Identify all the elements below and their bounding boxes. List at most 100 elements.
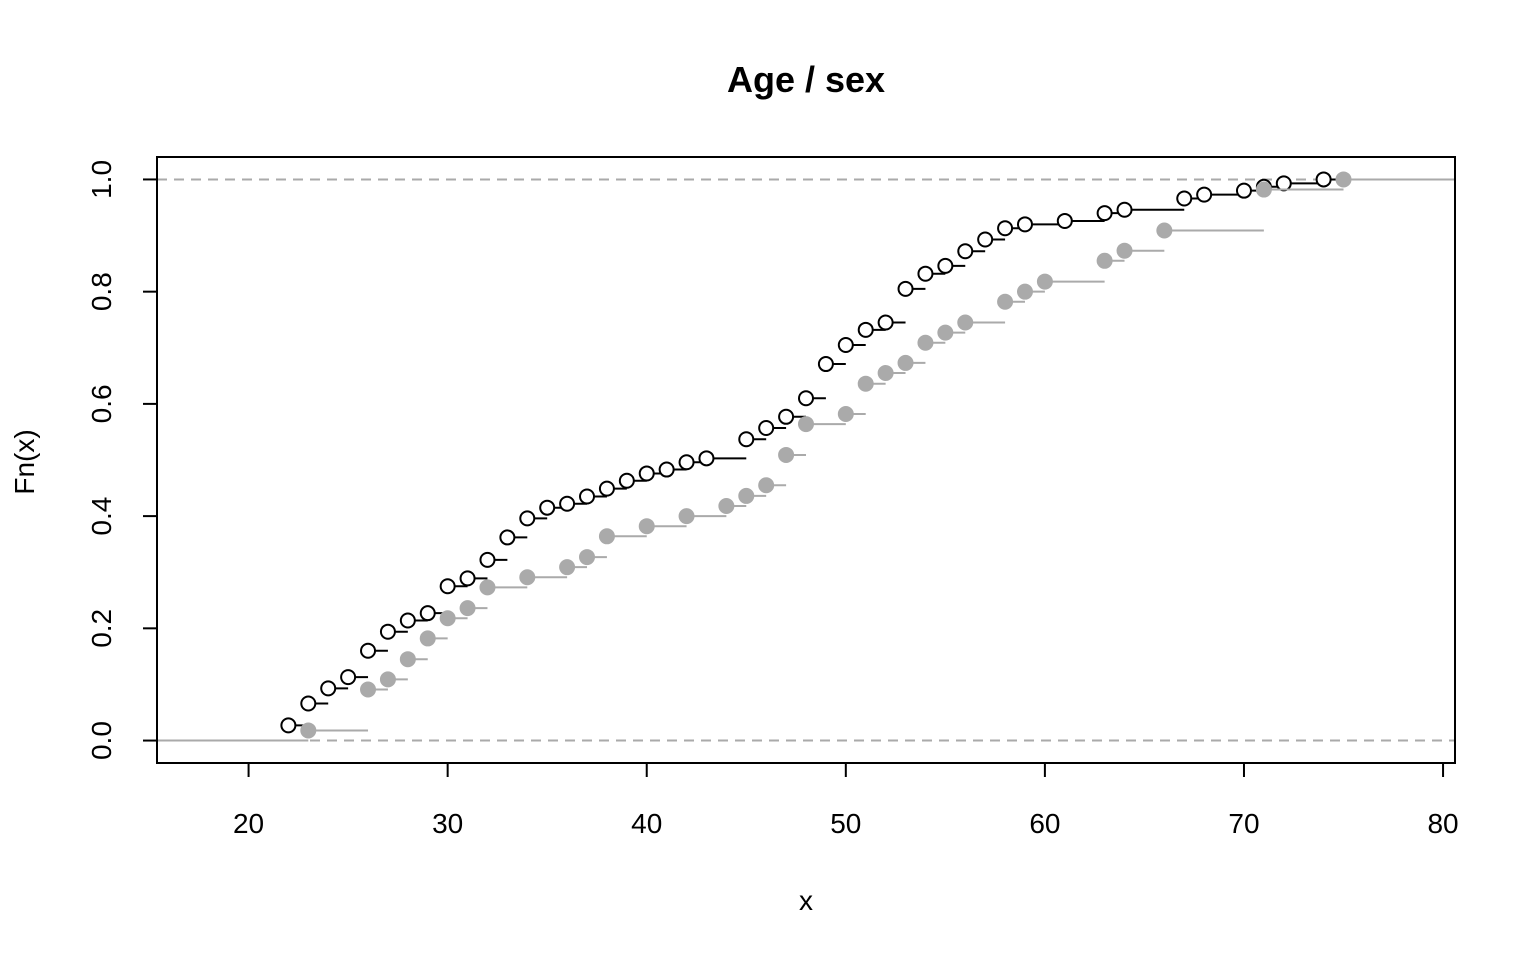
data-point bbox=[877, 314, 894, 331]
data-point bbox=[618, 472, 635, 489]
y-axis: 0.0 0.2 0.4 0.6 0.8 1.0 bbox=[86, 160, 158, 760]
plot-layer bbox=[157, 171, 1455, 742]
data-point bbox=[917, 334, 934, 351]
y-tick-label: 0.8 bbox=[86, 272, 117, 311]
data-point bbox=[1315, 171, 1332, 188]
data-point bbox=[957, 243, 974, 260]
x-axis-label: x bbox=[799, 885, 813, 916]
data-point bbox=[1116, 201, 1133, 218]
data-point bbox=[997, 293, 1014, 310]
data-point bbox=[379, 671, 396, 688]
data-point bbox=[778, 408, 795, 425]
data-point bbox=[519, 569, 536, 586]
data-point bbox=[778, 446, 795, 463]
data-point bbox=[1036, 273, 1053, 290]
y-tick-label: 0.4 bbox=[86, 497, 117, 536]
data-point bbox=[559, 495, 576, 512]
data-point bbox=[857, 321, 874, 338]
series-1 bbox=[157, 171, 1455, 742]
data-point bbox=[479, 579, 496, 596]
data-point bbox=[638, 518, 655, 535]
plot-area bbox=[157, 171, 1455, 742]
data-point bbox=[917, 265, 934, 282]
data-point bbox=[360, 642, 377, 659]
y-tick-label: 0.6 bbox=[86, 384, 117, 423]
data-point bbox=[877, 365, 894, 382]
data-point bbox=[678, 454, 695, 471]
data-point bbox=[997, 220, 1014, 237]
data-point bbox=[399, 612, 416, 629]
x-tick-label: 50 bbox=[830, 808, 861, 839]
x-tick-label: 60 bbox=[1029, 808, 1060, 839]
data-point bbox=[698, 450, 715, 467]
data-point bbox=[1335, 171, 1352, 188]
data-point bbox=[678, 508, 695, 525]
data-point bbox=[758, 477, 775, 494]
data-point bbox=[598, 480, 615, 497]
data-point bbox=[937, 324, 954, 341]
data-point bbox=[738, 431, 755, 448]
data-point bbox=[539, 499, 556, 516]
data-point bbox=[798, 416, 814, 433]
data-point bbox=[857, 375, 874, 392]
data-point bbox=[1096, 205, 1113, 222]
data-point bbox=[718, 498, 735, 515]
data-point bbox=[300, 722, 317, 739]
data-point bbox=[1156, 222, 1173, 239]
data-point bbox=[1255, 181, 1272, 198]
data-point bbox=[419, 605, 436, 622]
data-point bbox=[439, 610, 456, 627]
data-point bbox=[579, 549, 596, 566]
data-point bbox=[1275, 175, 1292, 192]
data-point bbox=[419, 630, 436, 647]
data-point bbox=[638, 465, 655, 482]
data-point bbox=[1096, 252, 1113, 269]
data-point bbox=[459, 570, 476, 587]
y-axis-label: Fn(x) bbox=[9, 429, 40, 494]
data-point bbox=[1016, 216, 1033, 233]
data-point bbox=[280, 717, 297, 734]
data-point bbox=[320, 680, 337, 697]
data-point bbox=[1196, 186, 1213, 203]
data-point bbox=[837, 336, 854, 353]
data-point bbox=[1016, 283, 1033, 300]
data-point bbox=[1116, 242, 1133, 259]
series-2 bbox=[157, 171, 1455, 742]
data-point bbox=[758, 420, 775, 437]
data-point bbox=[817, 356, 834, 373]
x-tick-label: 40 bbox=[631, 808, 662, 839]
y-tick-label: 1.0 bbox=[86, 160, 117, 199]
data-point bbox=[798, 390, 814, 407]
data-point bbox=[399, 651, 416, 668]
y-tick-label: 0.2 bbox=[86, 609, 117, 648]
data-point bbox=[300, 695, 317, 712]
x-tick-label: 70 bbox=[1228, 808, 1259, 839]
data-point bbox=[957, 314, 974, 331]
data-point bbox=[479, 551, 496, 568]
x-axis: 20 30 40 50 60 70 80 bbox=[233, 762, 1459, 839]
data-point bbox=[499, 529, 516, 546]
data-point bbox=[519, 510, 536, 527]
data-point bbox=[937, 257, 954, 274]
data-point bbox=[439, 578, 456, 595]
x-tick-label: 80 bbox=[1427, 808, 1458, 839]
data-point bbox=[897, 280, 914, 297]
data-point bbox=[837, 405, 854, 422]
data-point bbox=[897, 354, 914, 371]
data-point bbox=[977, 231, 994, 248]
data-point bbox=[360, 681, 377, 698]
data-point bbox=[1176, 190, 1193, 207]
data-point bbox=[1056, 212, 1073, 229]
chart-title: Age / sex bbox=[727, 59, 885, 100]
data-point bbox=[579, 488, 596, 505]
data-point bbox=[738, 487, 755, 504]
data-point bbox=[598, 528, 615, 545]
data-point bbox=[658, 461, 675, 478]
x-tick-label: 20 bbox=[233, 808, 264, 839]
x-tick-label: 30 bbox=[432, 808, 463, 839]
data-point bbox=[559, 559, 576, 576]
data-point bbox=[1235, 182, 1252, 199]
y-tick-label: 0.0 bbox=[86, 721, 117, 760]
data-point bbox=[459, 600, 476, 617]
